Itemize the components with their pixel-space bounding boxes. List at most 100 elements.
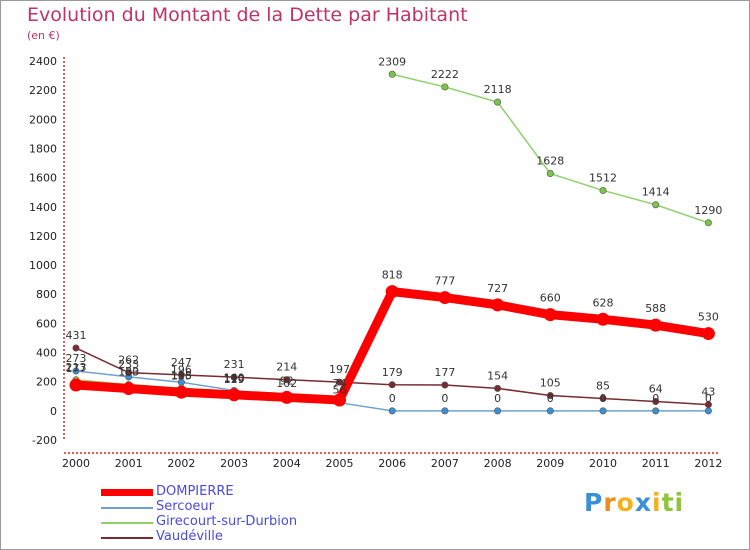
data-label: 628 <box>593 296 614 309</box>
data-label: 818 <box>382 269 403 282</box>
x-tick-label: 2001 <box>115 457 143 470</box>
data-point <box>174 385 188 399</box>
data-label: 0 <box>494 392 501 405</box>
data-label: 110 <box>224 372 245 385</box>
data-label: 231 <box>224 358 245 371</box>
data-point <box>652 407 660 415</box>
data-label: 727 <box>487 282 508 295</box>
data-label: 64 <box>649 383 663 396</box>
data-label: 2118 <box>484 83 512 96</box>
data-label: 196 <box>171 363 192 376</box>
data-point <box>72 367 80 375</box>
logo-letter: i <box>674 488 685 517</box>
logo-letter: o <box>616 488 635 517</box>
data-point <box>543 308 557 322</box>
legend-label: DOMPIERRE <box>156 484 234 499</box>
data-point <box>177 371 185 379</box>
data-point <box>441 83 449 91</box>
logo-letter: P <box>584 488 604 517</box>
y-tick-label: 2400 <box>29 55 57 68</box>
logo-letter: i <box>652 488 662 517</box>
data-point <box>438 291 452 305</box>
data-label: 0 <box>652 392 659 405</box>
legend-label: Vaudéville <box>156 529 223 544</box>
x-tick-label: 2012 <box>694 457 722 470</box>
y-tick-label: 2200 <box>29 84 57 97</box>
data-point <box>125 369 133 377</box>
data-label: 273 <box>66 352 87 365</box>
data-label: 2222 <box>431 68 459 81</box>
logo-letter: r <box>603 488 617 517</box>
data-label: 56 <box>333 384 347 397</box>
data-label: 777 <box>434 275 455 288</box>
data-point <box>230 373 238 381</box>
data-point <box>335 378 343 386</box>
proxiti-logo: Proxiti <box>584 488 684 517</box>
data-label: 0 <box>705 392 712 405</box>
data-label: 588 <box>645 302 666 315</box>
y-tick-label: 600 <box>36 317 57 330</box>
data-point <box>388 70 396 78</box>
data-label: 1628 <box>536 155 564 168</box>
data-label: 0 <box>389 392 396 405</box>
legend-swatch <box>101 489 153 496</box>
data-label: 129 <box>224 373 245 386</box>
data-label: 179 <box>382 366 403 379</box>
data-label: 85 <box>596 379 610 392</box>
y-tick-label: -200 <box>32 434 57 447</box>
data-point <box>385 285 399 299</box>
y-tick-label: 1000 <box>29 259 57 272</box>
data-point <box>494 384 502 392</box>
data-label: 233 <box>118 358 139 371</box>
data-label: 214 <box>276 361 297 374</box>
data-label: 660 <box>540 292 561 305</box>
series-line <box>391 73 710 224</box>
data-label: 530 <box>698 311 719 324</box>
x-tick-label: 2000 <box>62 457 90 470</box>
x-tick-label: 2003 <box>220 457 248 470</box>
data-point <box>122 382 136 396</box>
data-label: 0 <box>600 392 607 405</box>
data-point <box>388 407 396 415</box>
data-point <box>546 392 554 400</box>
data-label: 155 <box>171 369 192 382</box>
data-point <box>546 407 554 415</box>
x-tick-label: 2009 <box>536 457 564 470</box>
data-point <box>441 381 449 389</box>
data-point <box>280 390 294 404</box>
data-label: 1512 <box>589 171 617 184</box>
data-point <box>546 170 554 178</box>
data-point <box>649 318 663 332</box>
data-label: 177 <box>434 366 455 379</box>
data-point <box>652 398 660 406</box>
x-tick-label: 2005 <box>326 457 354 470</box>
data-label: 1290 <box>694 204 722 217</box>
data-label: 92 <box>280 374 294 387</box>
legend-label: Girecourt-sur-Durbion <box>156 514 298 529</box>
data-point <box>596 312 610 326</box>
data-label: 102 <box>276 377 297 390</box>
legend-label: Sercoeur <box>156 499 214 514</box>
data-label: 140 <box>224 371 245 384</box>
data-point <box>441 407 449 415</box>
data-label: 43 <box>701 386 715 399</box>
x-tick-label: 2004 <box>273 457 301 470</box>
legend-swatch <box>101 537 153 539</box>
data-label: 177 <box>66 362 87 375</box>
data-point <box>494 407 502 415</box>
data-label: 105 <box>540 377 561 390</box>
data-point <box>704 219 712 227</box>
logo-letter: x <box>634 488 652 517</box>
x-tick-label: 2007 <box>431 457 459 470</box>
data-label: 1414 <box>642 186 670 199</box>
legend-swatch <box>101 507 153 509</box>
y-tick-label: 1600 <box>29 172 57 185</box>
y-tick-label: 400 <box>36 347 57 360</box>
data-label: 2309 <box>378 55 406 68</box>
data-point <box>69 378 83 392</box>
y-tick-label: 1400 <box>29 201 57 214</box>
data-point <box>491 298 505 312</box>
y-tick-label: 2000 <box>29 113 57 126</box>
